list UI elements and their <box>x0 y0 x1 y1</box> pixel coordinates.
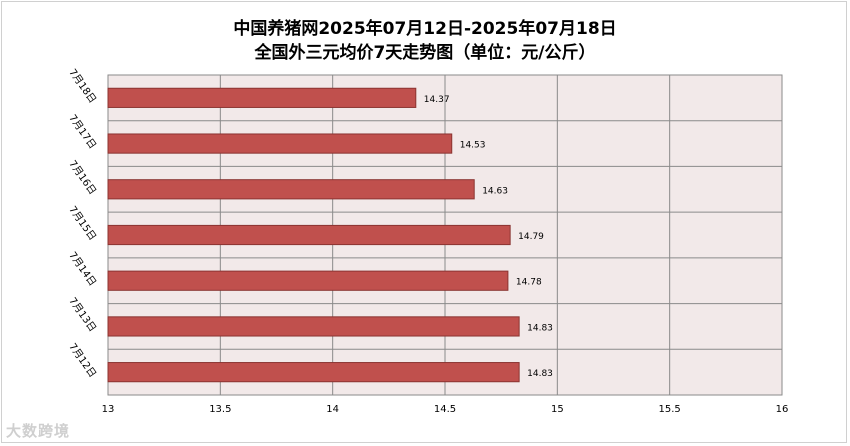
bar <box>107 87 417 108</box>
chart-title: 中国养猪网2025年07月12日-2025年07月18日 <box>233 19 617 39</box>
watermark-text: 大数跨境 <box>6 422 71 440</box>
chart-subtitle: 全国外三元均价7天走势图（单位：元/公斤） <box>254 43 596 63</box>
data-label: 14.79 <box>518 232 544 242</box>
x-tick-label: 13 <box>102 404 115 415</box>
bar <box>107 362 520 383</box>
y-tick-label: 7月17日 <box>66 112 98 151</box>
bar <box>107 270 509 291</box>
y-tick-label: 7月13日 <box>66 295 98 334</box>
x-tick-label: 16 <box>776 404 789 415</box>
y-tick-label: 7月15日 <box>66 204 98 243</box>
data-label: 14.83 <box>527 323 553 333</box>
watermark-logo: 大数跨境 <box>6 420 70 441</box>
bar <box>107 179 475 200</box>
y-tick-label: 7月16日 <box>66 158 98 197</box>
y-tick-label: 7月14日 <box>66 250 98 289</box>
data-label: 14.83 <box>527 369 553 379</box>
y-tick-label: 7月12日 <box>66 341 98 380</box>
data-label: 14.53 <box>460 141 486 151</box>
data-label: 14.63 <box>482 186 508 196</box>
bar <box>107 224 511 246</box>
x-tick-label: 15 <box>551 404 564 415</box>
data-label: 14.78 <box>516 278 542 288</box>
y-tick-label: 7月18日 <box>66 67 98 106</box>
x-tick-label: 13.5 <box>209 404 231 415</box>
x-tick-label: 14 <box>326 404 339 415</box>
x-tick-label: 14.5 <box>434 404 456 415</box>
data-label: 14.37 <box>424 95 450 105</box>
x-tick-label: 15.5 <box>659 404 681 415</box>
bar <box>107 316 520 337</box>
bar <box>107 133 453 154</box>
